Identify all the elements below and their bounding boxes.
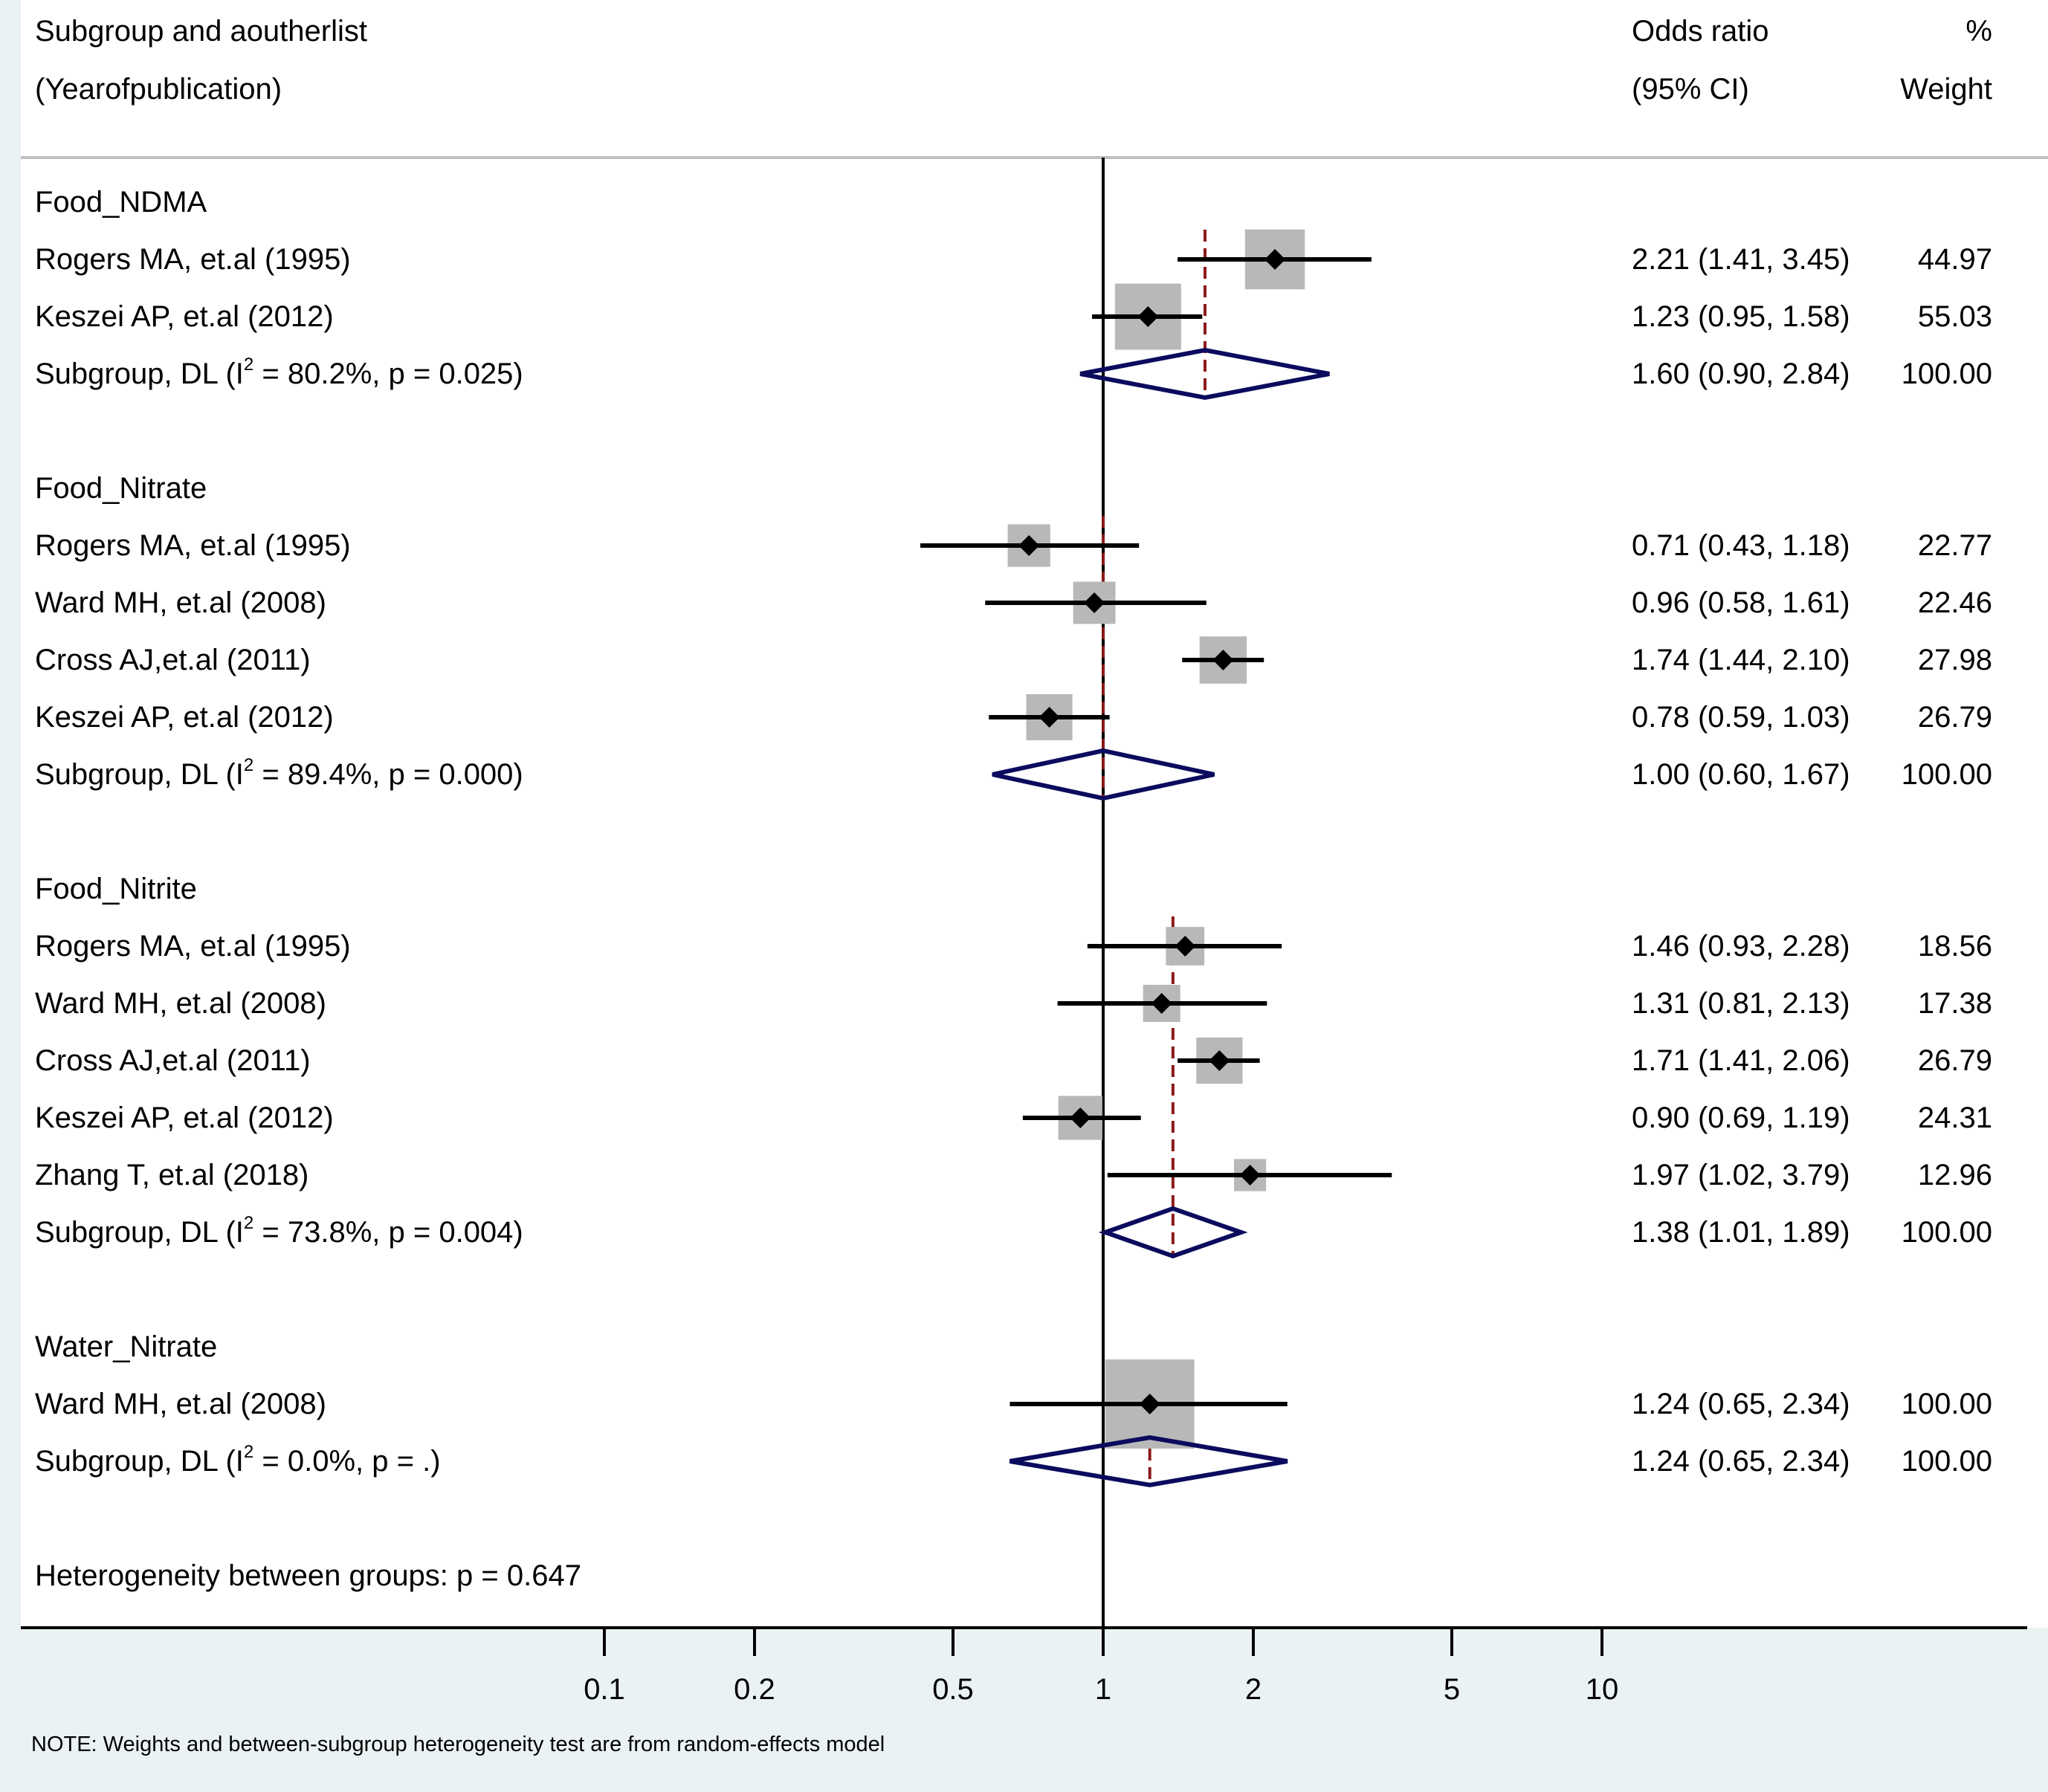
footnote: NOTE: Weights and between-subgroup heter…	[31, 1733, 885, 1756]
study-weight: 18.56	[1917, 930, 1992, 963]
subgroup-weight: 100.00	[1901, 1216, 1992, 1249]
study-label: Zhang T, et.al (2018)	[35, 1159, 309, 1191]
study-point	[1018, 535, 1040, 556]
subgroup-diamond	[1009, 1434, 1288, 1488]
study-weight: 26.79	[1917, 701, 1992, 734]
subgroup-diamond	[1098, 1206, 1248, 1259]
study-point	[1070, 1107, 1091, 1128]
study-point	[1084, 592, 1105, 613]
study-or-ci: 1.46 (0.93, 2.28)	[1632, 930, 1850, 963]
study-weight: 24.31	[1917, 1102, 1992, 1134]
study-point	[1139, 1394, 1160, 1414]
study-or-ci: 1.74 (1.44, 2.10)	[1632, 644, 1850, 676]
x-tick-label: 10	[1585, 1673, 1619, 1706]
x-tick-label: 0.5	[932, 1673, 974, 1706]
study-or-ci: 1.23 (0.95, 1.58)	[1632, 300, 1850, 333]
subgroup-diamond	[1079, 347, 1330, 401]
study-label: Keszei AP, et.al (2012)	[35, 1102, 334, 1134]
subgroup-label: Subgroup, DL (I2 = 73.8%, p = 0.004)	[35, 1213, 523, 1249]
study-label: Cross AJ,et.al (2011)	[35, 644, 311, 676]
study-point	[1038, 707, 1060, 728]
group-label: Food_Nitrite	[35, 873, 197, 905]
subgroup-or-ci: 1.60 (0.90, 2.84)	[1632, 358, 1850, 390]
study-or-ci: 1.24 (0.65, 2.34)	[1632, 1388, 1850, 1420]
heterogeneity-label: Heterogeneity between groups: p = 0.647	[35, 1559, 581, 1592]
plot-panel	[21, 0, 2048, 1628]
study-point	[1239, 1165, 1261, 1185]
study-point	[1264, 249, 1286, 270]
subgroup-label: Subgroup, DL (I2 = 80.2%, p = 0.025)	[35, 355, 523, 390]
subgroup-weight: 100.00	[1901, 358, 1992, 390]
study-label: Keszei AP, et.al (2012)	[35, 701, 334, 734]
study-or-ci: 0.96 (0.58, 1.61)	[1632, 586, 1850, 619]
study-label: Ward MH, et.al (2008)	[35, 586, 326, 619]
header-study-label: Subgroup and aoutherlist	[35, 15, 367, 48]
study-weight: 27.98	[1917, 644, 1992, 676]
study-or-ci: 0.71 (0.43, 1.18)	[1632, 529, 1850, 562]
subgroup-or-ci: 1.00 (0.60, 1.67)	[1632, 758, 1850, 791]
group-label: Food_NDMA	[35, 186, 207, 219]
subgroup-diamond	[992, 748, 1215, 801]
x-tick-label: 0.2	[734, 1673, 775, 1706]
subgroup-weight: 100.00	[1901, 1445, 1992, 1478]
study-or-ci: 1.71 (1.41, 2.06)	[1632, 1044, 1850, 1077]
subgroup-weight: 100.00	[1901, 758, 1992, 791]
study-label: Cross AJ,et.al (2011)	[35, 1044, 311, 1077]
study-weight: 44.97	[1917, 243, 1992, 276]
study-weight: 22.46	[1917, 586, 1992, 619]
header-study-sublabel: (Yearofpublication)	[35, 73, 282, 106]
header-weight-label: %	[1965, 15, 1992, 48]
study-weight: 17.38	[1917, 987, 1992, 1020]
subgroup-or-ci: 1.38 (1.01, 1.89)	[1632, 1216, 1850, 1249]
group-label: Water_Nitrate	[35, 1330, 218, 1363]
study-point	[1137, 306, 1159, 327]
x-tick-label: 2	[1244, 1673, 1262, 1706]
study-weight: 12.96	[1917, 1159, 1992, 1191]
study-label: Keszei AP, et.al (2012)	[35, 300, 334, 333]
study-point	[1209, 1050, 1230, 1071]
study-label: Rogers MA, et.al (1995)	[35, 529, 351, 562]
study-point	[1151, 993, 1172, 1014]
study-or-ci: 1.31 (0.81, 2.13)	[1632, 987, 1850, 1020]
study-weight: 22.77	[1917, 529, 1992, 562]
subgroup-label: Subgroup, DL (I2 = 89.4%, p = 0.000)	[35, 755, 523, 791]
study-point	[1175, 936, 1196, 957]
subgroup-label: Subgroup, DL (I2 = 0.0%, p = .)	[35, 1442, 441, 1478]
study-label: Rogers MA, et.al (1995)	[35, 243, 351, 276]
study-or-ci: 0.78 (0.59, 1.03)	[1632, 701, 1850, 734]
study-weight: 55.03	[1917, 300, 1992, 333]
study-point	[1212, 650, 1234, 670]
study-or-ci: 0.90 (0.69, 1.19)	[1632, 1102, 1850, 1134]
header-or-label: Odds ratio	[1632, 15, 1769, 48]
study-label: Ward MH, et.al (2008)	[35, 987, 326, 1020]
subgroup-or-ci: 1.24 (0.65, 2.34)	[1632, 1445, 1850, 1478]
study-or-ci: 2.21 (1.41, 3.45)	[1632, 243, 1850, 276]
header-or-sublabel: (95% CI)	[1632, 73, 1749, 106]
study-weight: 26.79	[1917, 1044, 1992, 1077]
x-tick-label: 0.1	[584, 1673, 625, 1706]
x-tick-label: 1	[1094, 1673, 1112, 1706]
study-label: Ward MH, et.al (2008)	[35, 1388, 326, 1420]
group-label: Food_Nitrate	[35, 472, 207, 505]
header-weight-sublabel: Weight	[1900, 73, 1992, 106]
study-weight: 100.00	[1901, 1388, 1992, 1420]
study-label: Rogers MA, et.al (1995)	[35, 930, 351, 963]
study-or-ci: 1.97 (1.02, 3.79)	[1632, 1159, 1850, 1191]
x-tick-label: 5	[1443, 1673, 1461, 1706]
